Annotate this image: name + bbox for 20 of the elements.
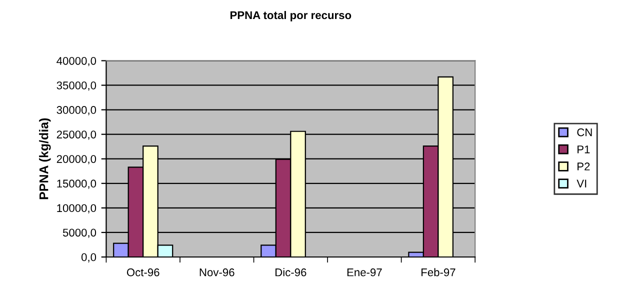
x-tick-label: Ene-97	[347, 268, 382, 276]
x-tick-label: Nov-96	[200, 268, 234, 276]
y-axis-title: PPNA (kg/dia)	[39, 118, 51, 200]
y-tick-label: 35000,0	[56, 82, 96, 91]
y-tick-label: 15000,0	[57, 180, 96, 189]
legend-label: P1	[578, 146, 590, 154]
y-tick-label: 30000,0	[56, 106, 96, 116]
legend-label: VI	[576, 180, 586, 188]
y-tick-label: 20000,0	[56, 155, 96, 164]
chart-title: PPNA total por recurso	[230, 10, 352, 22]
y-tick-label: 5000,0	[62, 228, 96, 238]
y-tick-label: 0,0	[81, 253, 96, 262]
y-tick-label: 40000,0	[56, 56, 96, 66]
legend-label: P2	[578, 162, 590, 170]
y-tick-label: 10000,0	[57, 204, 96, 214]
x-tick-label: Feb-97	[422, 268, 456, 276]
y-tick-label: 25000,0	[56, 130, 96, 140]
x-tick-label: Dic-96	[276, 268, 306, 276]
x-tick-label: Oct-96	[126, 268, 160, 276]
legend-label: CN	[577, 128, 592, 136]
